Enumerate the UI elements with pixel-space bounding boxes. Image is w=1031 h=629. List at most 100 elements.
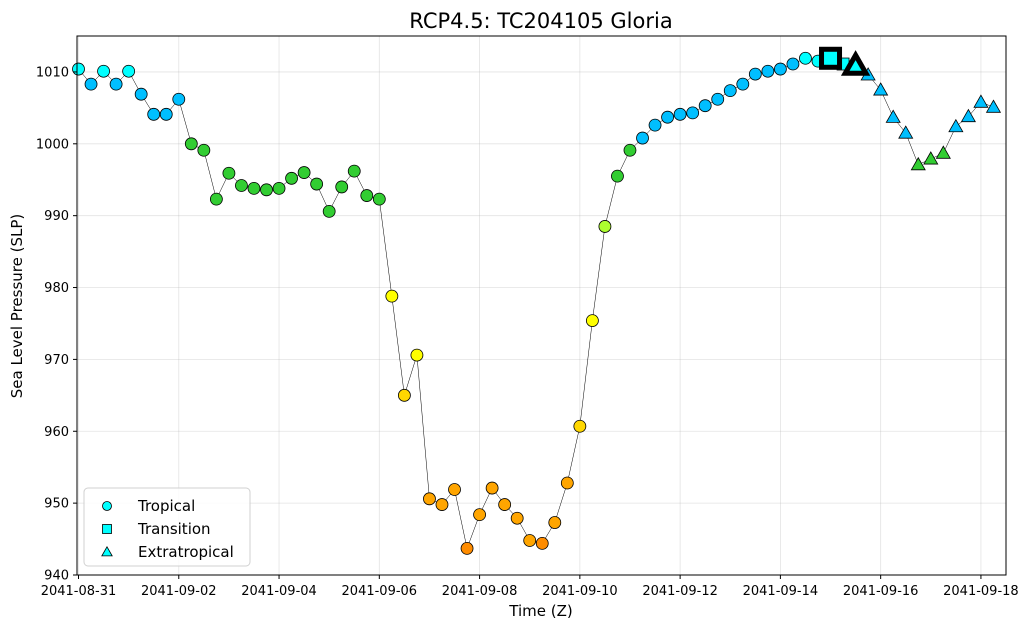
data-point <box>686 106 700 120</box>
data-point <box>247 181 261 195</box>
data-point <box>435 498 449 511</box>
y-tick-label: 980 <box>44 281 69 296</box>
data-point <box>510 511 524 525</box>
data-point <box>197 143 211 157</box>
data-point <box>310 177 324 191</box>
x-tick-label: 2041-09-08 <box>442 584 518 599</box>
data-point <box>97 64 110 78</box>
data-point <box>109 77 123 91</box>
y-tick-label: 940 <box>44 569 69 584</box>
data-point <box>209 192 223 206</box>
data-point <box>661 110 674 124</box>
data-point <box>910 156 926 171</box>
data-point <box>648 118 662 132</box>
x-tick-label: 2041-09-18 <box>943 584 1019 599</box>
data-point <box>72 62 85 76</box>
data-point <box>260 183 273 197</box>
data-point <box>335 180 349 194</box>
data-point <box>235 179 248 192</box>
data-point <box>748 67 762 81</box>
data-point <box>147 107 161 121</box>
data-point <box>573 419 587 433</box>
data-point <box>761 64 775 78</box>
data-point <box>973 94 989 108</box>
data-point <box>448 483 461 496</box>
data-point <box>159 107 173 121</box>
data-point <box>636 131 649 145</box>
data-point <box>372 192 386 206</box>
highlight-point <box>819 46 843 70</box>
y-tick-label: 1010 <box>36 65 69 80</box>
data-point <box>322 204 336 218</box>
x-tick-label: 2041-08-31 <box>41 584 117 599</box>
data-point <box>460 542 474 555</box>
data-point <box>898 125 914 139</box>
data-point <box>560 476 574 490</box>
data-point <box>222 166 236 180</box>
data-point <box>736 77 750 91</box>
data-point <box>272 181 286 195</box>
data-point <box>423 492 436 506</box>
y-tick-label: 950 <box>44 497 69 512</box>
data-point <box>935 145 951 159</box>
legend-marker <box>102 501 112 511</box>
y-tick-label: 960 <box>44 425 69 440</box>
data-point <box>347 164 361 178</box>
data-point <box>799 51 812 65</box>
legend-label: Extratropical <box>138 543 234 561</box>
data-point <box>360 189 374 202</box>
track-line <box>78 58 994 550</box>
plot-area-frame <box>76 35 1007 576</box>
highlight-point <box>840 50 871 76</box>
data-point <box>773 62 787 76</box>
data-point <box>723 84 737 98</box>
data-point <box>397 388 411 402</box>
data-point <box>134 87 148 101</box>
data-point <box>485 481 499 495</box>
data-point <box>84 77 98 91</box>
legend-marker <box>101 546 113 557</box>
data-point <box>184 137 198 151</box>
x-tick-label: 2041-09-04 <box>241 584 317 599</box>
y-tick-label: 990 <box>44 209 69 224</box>
data-point <box>873 82 889 96</box>
data-point <box>611 169 624 183</box>
data-point <box>885 109 901 123</box>
data-point <box>985 99 1002 113</box>
legend-marker <box>102 524 112 534</box>
x-tick-label: 2041-09-16 <box>843 584 919 599</box>
data-point <box>673 107 687 121</box>
track-polyline <box>78 58 994 550</box>
data-point <box>923 151 939 165</box>
data-point <box>535 536 549 550</box>
x-tick-label: 2041-09-14 <box>743 584 819 599</box>
x-tick-label: 2041-09-02 <box>141 584 217 599</box>
legend: Tropical Transition Extratropical <box>83 487 251 567</box>
y-tick-label: 1000 <box>36 137 69 152</box>
legend-label: Tropical <box>137 497 195 515</box>
data-point <box>698 99 712 113</box>
data-point <box>598 220 612 233</box>
y-axis-label: Sea Level Pressure (SLP) <box>8 214 26 399</box>
y-axis: 940 950 960 970 980 990 1000 1010 <box>36 65 77 584</box>
data-point <box>523 534 537 547</box>
x-axis-label: Time (Z) <box>508 602 572 620</box>
data-point <box>960 108 976 123</box>
data-point <box>385 289 399 303</box>
data-point <box>473 508 486 522</box>
data-point <box>297 166 311 179</box>
legend-label: Transition <box>137 520 211 538</box>
data-point <box>585 314 599 327</box>
data-points <box>72 46 1002 555</box>
data-point <box>948 118 964 133</box>
data-point <box>711 92 725 106</box>
y-tick-label: 970 <box>44 353 69 368</box>
data-point <box>623 143 637 157</box>
data-point <box>498 498 512 511</box>
data-point <box>285 171 298 185</box>
data-point <box>172 92 186 106</box>
data-point <box>122 64 136 78</box>
data-point <box>548 516 562 529</box>
chart-title: RCP4.5: TC204105 Gloria <box>409 9 672 33</box>
